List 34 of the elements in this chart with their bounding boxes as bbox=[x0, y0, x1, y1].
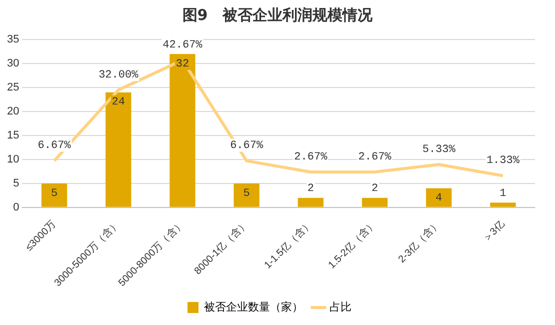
x-tick-label: 2-3亿（含） bbox=[396, 218, 443, 266]
data-label: 42.67% bbox=[162, 40, 203, 52]
y-tick-label: 5 bbox=[13, 177, 20, 190]
legend-label: 被否企业数量（家） bbox=[204, 300, 303, 314]
y-tick-label: 35 bbox=[6, 34, 20, 46]
data-label: 2.67% bbox=[294, 151, 328, 164]
y-tick-label: 0 bbox=[13, 201, 20, 214]
y-tick-label: 15 bbox=[6, 130, 20, 142]
data-label: 6.67% bbox=[38, 140, 72, 152]
data-label: 2 bbox=[307, 183, 314, 196]
data-label: 1.33% bbox=[486, 155, 520, 168]
data-label: 5 bbox=[50, 188, 58, 200]
y-tick-label: 30 bbox=[6, 58, 20, 70]
x-tick-label: ＞3亿 bbox=[481, 218, 508, 245]
data-label: 2.67% bbox=[358, 151, 392, 164]
data-label: 24 bbox=[112, 96, 126, 109]
y-tick-label: 20 bbox=[6, 106, 20, 118]
bar bbox=[362, 198, 388, 207]
data-label: 2 bbox=[371, 183, 378, 196]
data-label: 4 bbox=[436, 192, 443, 205]
chart-title: 图9 被否企业利润规模情况 bbox=[181, 6, 374, 25]
bar bbox=[106, 92, 132, 207]
bar bbox=[298, 198, 324, 207]
data-label: 5.33% bbox=[422, 144, 456, 156]
bar bbox=[170, 54, 196, 207]
y-tick-label: 10 bbox=[6, 154, 20, 166]
bar bbox=[490, 202, 516, 207]
data-label: 1 bbox=[500, 188, 507, 200]
legend-label: 占比 bbox=[330, 300, 352, 314]
data-label: 5 bbox=[243, 188, 250, 200]
y-tick-label: 25 bbox=[6, 82, 20, 94]
data-label: 32 bbox=[176, 58, 190, 70]
data-label: 32.00% bbox=[98, 69, 139, 82]
data-label: 6.67% bbox=[230, 140, 264, 152]
